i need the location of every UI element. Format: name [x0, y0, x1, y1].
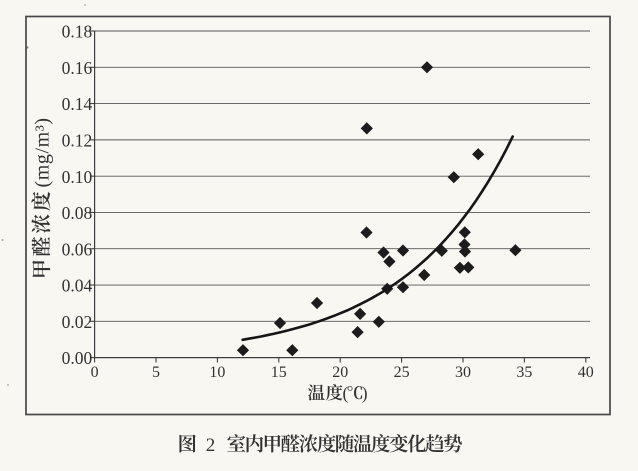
- svg-text:0.00: 0.00: [62, 348, 93, 368]
- svg-text:40: 40: [578, 364, 594, 381]
- svg-text:0.18: 0.18: [62, 22, 93, 42]
- svg-text:0.14: 0.14: [62, 94, 93, 114]
- svg-text:15: 15: [271, 364, 287, 381]
- svg-text:0.12: 0.12: [62, 130, 93, 150]
- svg-text:5: 5: [152, 364, 160, 381]
- svg-text:0: 0: [91, 364, 99, 381]
- svg-text:10: 10: [209, 364, 225, 381]
- svg-text:0.02: 0.02: [62, 312, 93, 332]
- svg-text:0.08: 0.08: [62, 203, 93, 223]
- svg-text:2: 2: [206, 435, 216, 456]
- svg-text:(: (: [343, 383, 349, 403]
- svg-text:0.06: 0.06: [62, 239, 93, 259]
- svg-text:0.10: 0.10: [62, 167, 93, 187]
- svg-text:30: 30: [455, 364, 471, 381]
- svg-text:): ): [362, 383, 368, 403]
- svg-text:35: 35: [516, 364, 532, 381]
- svg-text:0.16: 0.16: [62, 58, 93, 78]
- svg-text:20: 20: [332, 364, 348, 381]
- svg-text:(mg/m³): (mg/m³): [32, 117, 54, 187]
- svg-text:0.04: 0.04: [62, 276, 93, 296]
- svg-text:25: 25: [394, 364, 410, 381]
